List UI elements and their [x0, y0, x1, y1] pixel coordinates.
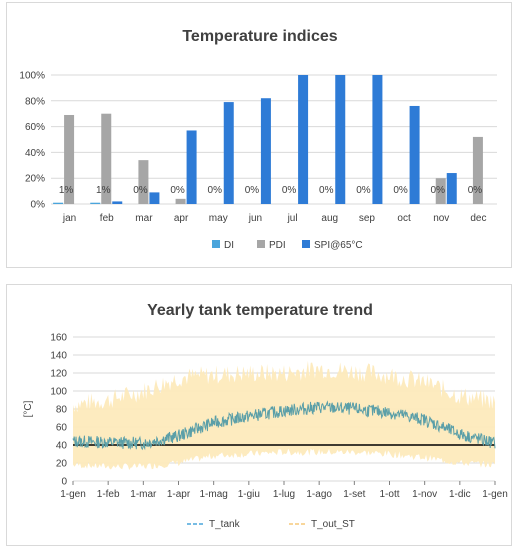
data-label: 0%: [356, 185, 371, 196]
x-tick-label: 1-mar: [130, 489, 157, 500]
bar-spi-65-c: [223, 102, 234, 204]
x-tick-label: 1-apr: [167, 489, 191, 500]
bar-spi-65-c: [335, 75, 346, 204]
bar-spi-65-c: [260, 98, 271, 204]
y-tick-label: 0: [61, 477, 67, 488]
legend-label: PDI: [269, 240, 286, 251]
bar-spi-65-c: [149, 192, 160, 204]
bar-pdi: [138, 160, 149, 204]
y-tick-label: 60%: [25, 122, 45, 133]
data-label: 0%: [245, 185, 260, 196]
bar-spi-65-c: [186, 130, 197, 204]
x-tick-label: 1-lug: [273, 489, 295, 500]
bar-di: [90, 202, 101, 204]
y-tick-label: 80%: [25, 96, 45, 107]
tank-temperature-chart: Yearly tank temperature trend 0 20 40 60 80 10…: [6, 284, 512, 546]
data-label: 0%: [282, 185, 297, 196]
bar-pdi: [472, 136, 483, 204]
bar-di: [53, 202, 64, 204]
x-tick-label: 1-nov: [412, 489, 437, 500]
x-tick-label: jun: [248, 213, 262, 224]
y-tick-label: 100: [50, 387, 67, 398]
bar-pdi: [64, 114, 75, 204]
series-t-out-st-band: [73, 360, 495, 471]
data-label: 1%: [59, 185, 74, 196]
x-tick-label: mar: [135, 213, 153, 224]
x-tick-label: 1-ott: [379, 489, 399, 500]
x-tick-label: feb: [100, 213, 114, 224]
y-tick-label: 20%: [25, 174, 45, 185]
x-tick-label: 1-ago: [306, 489, 332, 500]
y-tick-label: 140: [50, 351, 67, 362]
y-axis-label: [°C]: [23, 400, 34, 417]
x-tick-label: apr: [174, 213, 189, 224]
legend-swatch: [212, 240, 220, 248]
x-tick-label: jul: [287, 213, 298, 224]
data-label: 0%: [468, 185, 483, 196]
y-tick-label: 40: [56, 441, 68, 452]
data-label: 0%: [393, 185, 408, 196]
bar-spi-65-c: [112, 201, 123, 204]
data-label: 0%: [170, 185, 185, 196]
chart-title: Temperature indices: [182, 28, 337, 45]
y-tick-label: 120: [50, 369, 67, 380]
legend-swatch: [257, 240, 265, 248]
data-label: 0%: [319, 185, 334, 196]
legend-label: T_out_ST: [311, 519, 355, 530]
data-label: 1%: [96, 185, 111, 196]
data-label: 0%: [431, 185, 446, 196]
y-tick-label: 0%: [31, 200, 46, 211]
x-tick-label: sep: [359, 213, 376, 224]
x-tick-label: 1-feb: [97, 489, 120, 500]
tank-temperature-svg: Yearly tank temperature trend 0 20 40 60 80 10…: [23, 302, 508, 530]
x-tick-label: dec: [470, 213, 486, 224]
x-tick-label: aug: [321, 213, 338, 224]
legend-label: T_tank: [209, 519, 241, 530]
x-tick-label: oct: [397, 213, 411, 224]
bar-pdi: [175, 198, 186, 204]
series-t-tank-line: [72, 400, 496, 451]
bar-spi-65-c: [298, 75, 309, 204]
chart-title: Yearly tank temperature trend: [147, 302, 373, 319]
temperature-indices-svg: Temperature indices 0% 20% 40% 60% 80% 100% jan…: [19, 28, 497, 251]
y-tick-label: 80: [56, 405, 68, 416]
bar-pdi: [435, 178, 446, 204]
bar-spi-65-c: [446, 173, 457, 204]
x-tick-label: nov: [433, 213, 449, 224]
y-tick-label: 60: [56, 423, 68, 434]
y-tick-label: 100%: [19, 71, 45, 82]
x-tick-label: may: [209, 213, 228, 224]
x-tick-label: 1-giu: [238, 489, 260, 500]
y-tick-label: 40%: [25, 148, 45, 159]
x-tick-label: 1-gen: [60, 489, 86, 500]
y-tick-label: 20: [56, 459, 68, 470]
legend-label: SPI@65°C: [314, 240, 363, 251]
y-tick-label: 160: [50, 333, 67, 344]
x-tick-label: jan: [62, 213, 76, 224]
x-tick-label: 1-dic: [449, 489, 471, 500]
bar-spi-65-c: [372, 75, 383, 204]
legend-label: DI: [224, 240, 234, 251]
data-label: 0%: [133, 185, 148, 196]
legend-swatch: [302, 240, 310, 248]
bar-pdi: [101, 113, 112, 204]
data-label: 0%: [208, 185, 223, 196]
temperature-indices-chart: Temperature indices 0% 20% 40% 60% 80% 100% jan…: [6, 2, 512, 268]
x-tick-label: 1-mag: [199, 489, 227, 500]
bar-spi-65-c: [409, 105, 420, 204]
x-tick-label: 1-gen: [482, 489, 508, 500]
x-tick-label: 1-set: [343, 489, 365, 500]
